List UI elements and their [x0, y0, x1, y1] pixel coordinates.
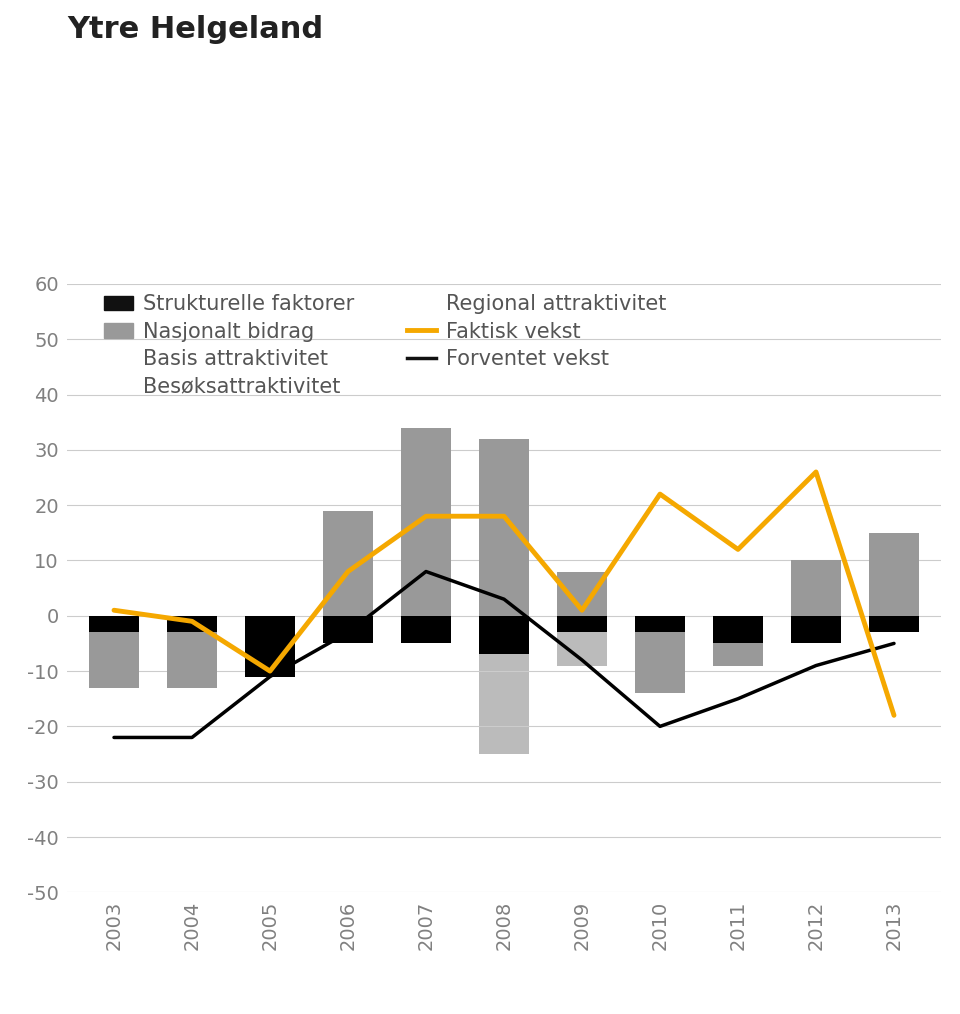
- Bar: [635, 615, 685, 644]
- Bar: [400, 428, 451, 615]
- Bar: [479, 615, 529, 754]
- Bar: [400, 615, 451, 644]
- Bar: [869, 615, 920, 633]
- Bar: [167, 615, 217, 687]
- Bar: [323, 615, 373, 644]
- Bar: [323, 511, 373, 615]
- Bar: [88, 615, 139, 633]
- Bar: [791, 615, 841, 644]
- Bar: [557, 615, 608, 665]
- Bar: [712, 615, 763, 665]
- Bar: [557, 572, 608, 615]
- Bar: [245, 615, 296, 665]
- Bar: [167, 615, 217, 633]
- Bar: [479, 439, 529, 615]
- Bar: [791, 561, 841, 615]
- Bar: [557, 615, 608, 633]
- Bar: [635, 615, 685, 694]
- Bar: [88, 615, 139, 654]
- Legend: Strukturelle faktorer, Nasjonalt bidrag, Basis attraktivitet, Besøksattraktivite: Strukturelle faktorer, Nasjonalt bidrag,…: [104, 294, 666, 396]
- Text: Ytre Helgeland: Ytre Helgeland: [67, 15, 324, 45]
- Bar: [712, 615, 763, 644]
- Bar: [167, 615, 217, 654]
- Bar: [635, 615, 685, 633]
- Bar: [88, 615, 139, 687]
- Bar: [869, 532, 920, 615]
- Bar: [479, 615, 529, 654]
- Bar: [245, 615, 296, 676]
